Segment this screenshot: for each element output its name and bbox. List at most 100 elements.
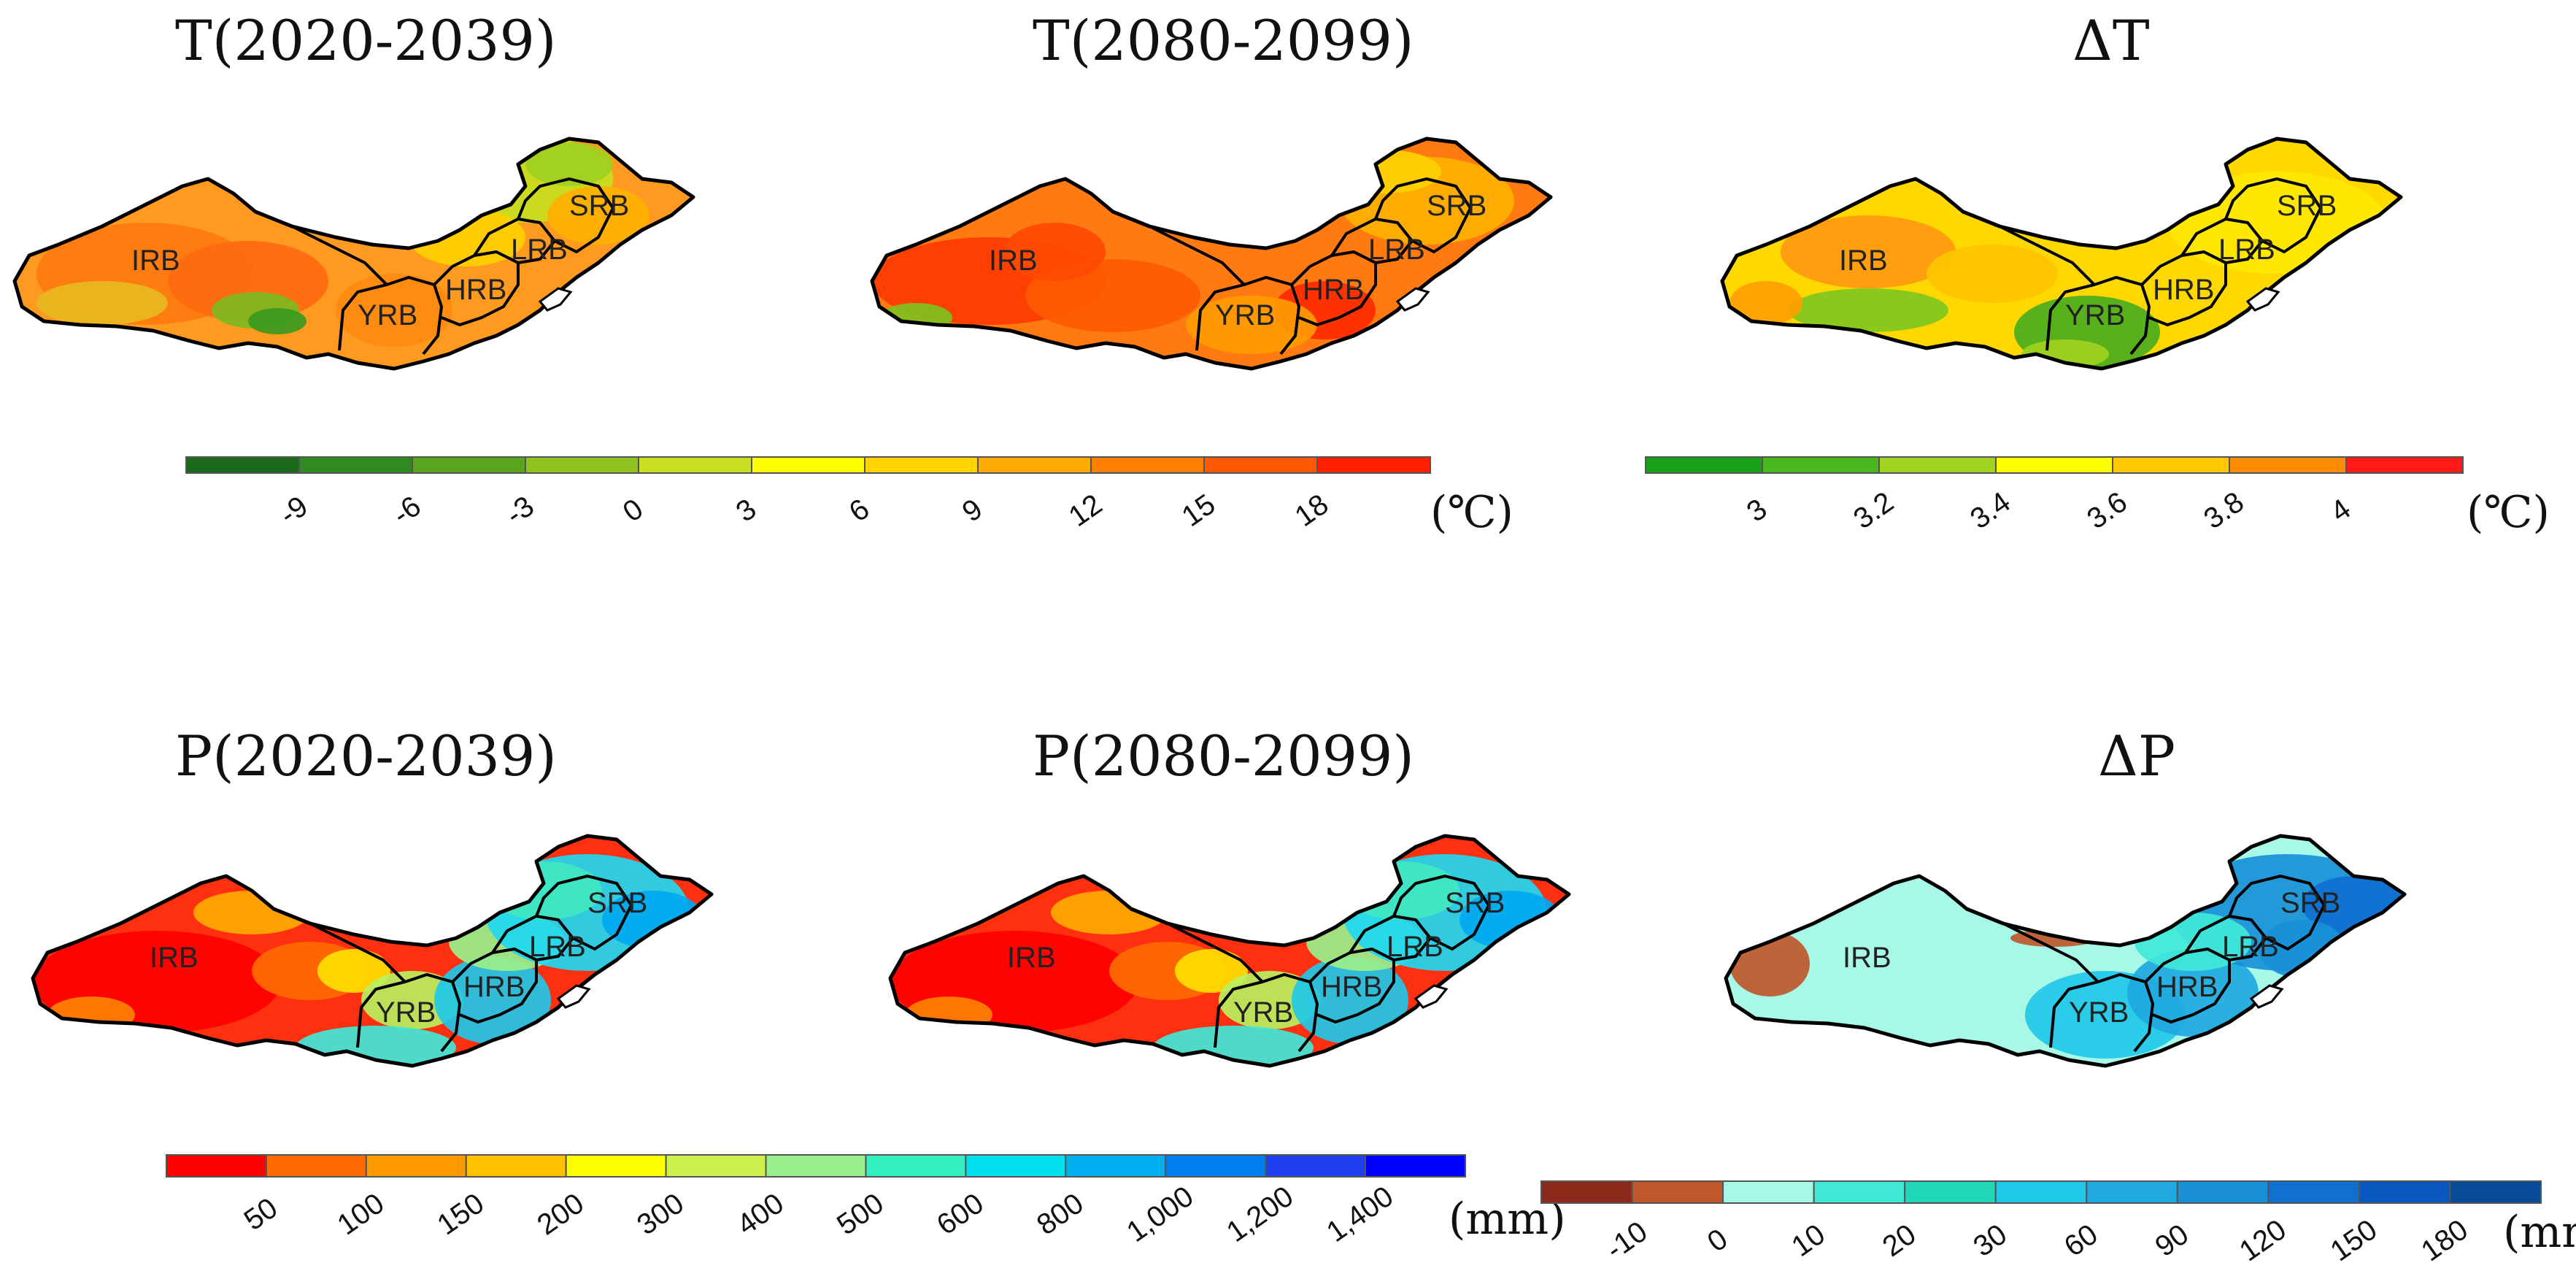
colorbar-swatch [565,1154,667,1178]
region-label-irb: IRB [989,245,1038,277]
map-color-patch [1051,891,1168,934]
basin-outline [31,834,714,1068]
colorbar-swatch [1165,1154,1267,1178]
title-t-2020: T(2020-2039) [175,8,557,73]
colorbar-tick-label: -3 [500,490,539,531]
colorbar-swatch [765,1154,867,1178]
colorbar-unit: (℃) [2467,487,2550,538]
sub-basin-boundary [1999,225,2096,286]
region-label-srb: SRB [587,887,647,919]
region-label-lrb: LRB [2218,234,2275,266]
colorbar-temperature-change: 3 3.2 3.4 3.6 3.8 4 (℃) [1645,456,2550,538]
colorbar-swatch [2086,1180,2178,1204]
map-color-patch [1781,215,1956,288]
region-label-irb: IRB [150,942,198,974]
colorbar-tick-label: -10 [1600,1215,1654,1266]
basin-outline [888,834,1571,1068]
region-label-lrb: LRB [511,234,568,266]
region-label-hrb: HRB [2153,274,2214,306]
region-label-hrb: HRB [1321,971,1382,1003]
title-delta-t: ΔT [2072,8,2150,73]
colorbar-tick-label: 100 [331,1187,390,1241]
map-color-patch [1186,296,1317,354]
colorbar-swatch [1540,1180,1633,1204]
colorbar-tick-label: 3.2 [1848,485,1900,535]
colorbar-swatch [2112,456,2230,474]
colorbar-swatch [265,1154,367,1178]
map-color-patch [1175,949,1248,993]
map-color-patch [434,956,551,1044]
colorbar-swatch [298,456,413,474]
title-p-2080: P(2080-2099) [1033,723,1414,788]
sub-basin-boundary [517,177,615,254]
colorbar-swatch [1994,1180,2088,1204]
sub-basin-boundary [1349,914,1432,961]
region-label-hrb: HRB [445,274,506,306]
colorbar-swatch [665,1154,767,1178]
colorbar-swatch [365,1154,467,1178]
colorbar-tick-label: 90 [2150,1218,2195,1264]
colorbar-tick-label: 3.8 [2198,485,2250,535]
colorbar-swatch [1813,1180,1906,1204]
region-label-yrb: YRB [1233,996,1293,1029]
map-fill [872,139,1551,369]
map-fill [15,139,693,369]
sub-basin-boundary [2045,275,2151,356]
colorbar-tick-label: 0 [1702,1223,1733,1259]
map-color-patch [317,949,390,993]
bohai-sea [1395,287,1430,312]
colorbar-precipitation: 50 100 150 200 300 400 500 600 800 1,000 1,200 1,40… [166,1154,1566,1248]
region-label-yrb: YRB [2069,996,2129,1029]
map-color-patch [36,281,168,325]
colorbar-tick-label: 1,000 [1121,1180,1199,1248]
region-label-hrb: HRB [2156,971,2218,1003]
colorbar-tick-label: 30 [1967,1218,2013,1264]
map-fill [890,836,1569,1066]
region-label-lrb: LRB [2222,931,2279,963]
region-label-srb: SRB [569,190,629,222]
bohai-sea [2245,287,2280,312]
colorbar-tick-label: 200 [531,1187,590,1241]
colorbar-tick-label: 3 [730,493,762,529]
colorbar-tick-label: 150 [431,1187,490,1241]
sub-basin-boundary [2184,914,2268,961]
colorbar-tick-label: 50 [239,1192,284,1237]
basin-outline [1724,834,2407,1068]
sub-basin-boundary [356,972,462,1053]
colorbar-swatch [1878,456,1997,474]
colorbar-tick-label: 600 [931,1187,990,1241]
colorbar-tick-label: 4 [2325,493,2356,529]
colorbar-tick-label: 6 [844,493,875,529]
map-color-patch [1729,281,1802,325]
sub-basin-boundary [2002,922,2099,983]
map-color-patch [296,1026,456,1066]
colorbar-unit: (mm) [2503,1207,2576,1258]
region-label-yrb: YRB [358,299,417,331]
colorbar-temperature: -9 -6 -3 0 3 6 9 12 15 18 (℃) [185,456,1513,538]
region-label-srb: SRB [2277,190,2337,222]
map-color-patch [525,142,613,186]
colorbar-tick-label: 0 [617,493,649,529]
colorbar-tick-label: -9 [274,490,313,531]
colorbar-tick-label: 1,400 [1321,1180,1399,1248]
basin-outline [12,137,695,371]
colorbar-precipitation-change: -10 0 10 20 30 60 90 120 150 180 (mm) [1540,1180,2576,1268]
colorbar-swatch [1722,1180,1815,1204]
colorbar-tick-label: 300 [631,1187,690,1241]
map-color-patch [193,891,310,934]
region-label-yrb: YRB [1215,299,1275,331]
sub-basin-boundary [433,250,520,327]
colorbar-tick-label: 400 [731,1187,790,1241]
title-delta-p: ΔP [2098,723,2175,788]
colorbar-swatch [1203,456,1318,474]
sub-basin-boundary [2228,874,2326,951]
colorbar-swatch [2267,1180,2360,1204]
sub-basin-boundary [2049,972,2155,1053]
colorbar-tick-label: 150 [2324,1213,2383,1267]
sub-basin-boundary [2144,947,2231,1024]
colorbar-swatch [166,1154,267,1178]
sub-basin-boundary [1330,217,1414,264]
